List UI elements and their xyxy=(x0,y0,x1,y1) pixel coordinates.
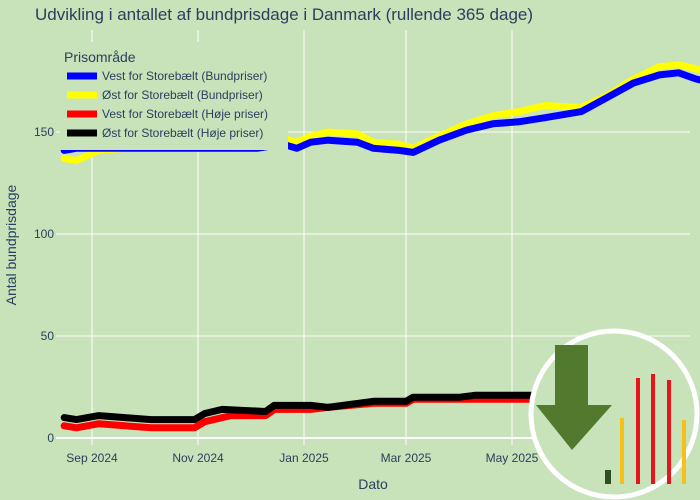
logo-bar xyxy=(667,380,671,484)
chart-title: Udvikling i antallet af bundprisdage i D… xyxy=(35,5,533,24)
logo-bar xyxy=(651,374,655,484)
legend-label: Øst for Storebælt (Høje priser) xyxy=(102,126,263,140)
legend-label: Vest for Storebælt (Høje priser) xyxy=(102,107,268,121)
legend-label: Øst for Storebælt (Bundpriser) xyxy=(102,88,263,102)
legend-item[interactable]: Øst for Storebælt (Høje priser) xyxy=(67,126,263,140)
x-tick-label: Sep 2024 xyxy=(66,451,118,465)
x-axis-title: Dato xyxy=(358,476,388,492)
x-tick-label: Jan 2025 xyxy=(279,451,329,465)
legend-item[interactable]: Øst for Storebælt (Bundpriser) xyxy=(67,88,263,102)
logo-bar xyxy=(682,420,686,484)
y-tick-label: 100 xyxy=(34,227,54,241)
series-layer xyxy=(60,61,700,432)
y-tick-label: 50 xyxy=(41,329,55,343)
legend[interactable]: Prisområde Vest for Storebælt (Bundprise… xyxy=(60,42,288,150)
arrow-down-bars-logo xyxy=(528,328,700,500)
y-tick-label: 150 xyxy=(34,125,54,139)
arrow-down-icon xyxy=(536,345,612,450)
legend-background xyxy=(60,42,288,150)
logo-bar xyxy=(636,378,640,484)
logo-bar xyxy=(605,470,611,484)
x-tick-label: Mar 2025 xyxy=(381,451,432,465)
y-axis-ticks: 0 50 100 150 xyxy=(34,125,54,445)
logo-bar xyxy=(620,418,624,484)
series-line-3 xyxy=(60,391,549,424)
legend-items[interactable]: Vest for Storebælt (Bundpriser) Øst for S… xyxy=(67,69,268,140)
x-tick-label: Nov 2024 xyxy=(172,451,224,465)
y-tick-label: 0 xyxy=(47,431,54,445)
legend-item[interactable]: Vest for Storebælt (Høje priser) xyxy=(67,107,268,121)
x-axis-ticks: Sep 2024 Nov 2024 Jan 2025 Mar 2025 May 2025 xyxy=(66,451,538,465)
legend-label: Vest for Storebælt (Bundpriser) xyxy=(102,69,267,83)
x-tick-label: May 2025 xyxy=(486,451,539,465)
legend-item[interactable]: Vest for Storebælt (Bundpriser) xyxy=(67,69,267,83)
legend-title: Prisområde xyxy=(64,49,136,65)
y-axis-title: Antal bundprisdage xyxy=(3,184,19,305)
logo-bars xyxy=(605,374,686,484)
